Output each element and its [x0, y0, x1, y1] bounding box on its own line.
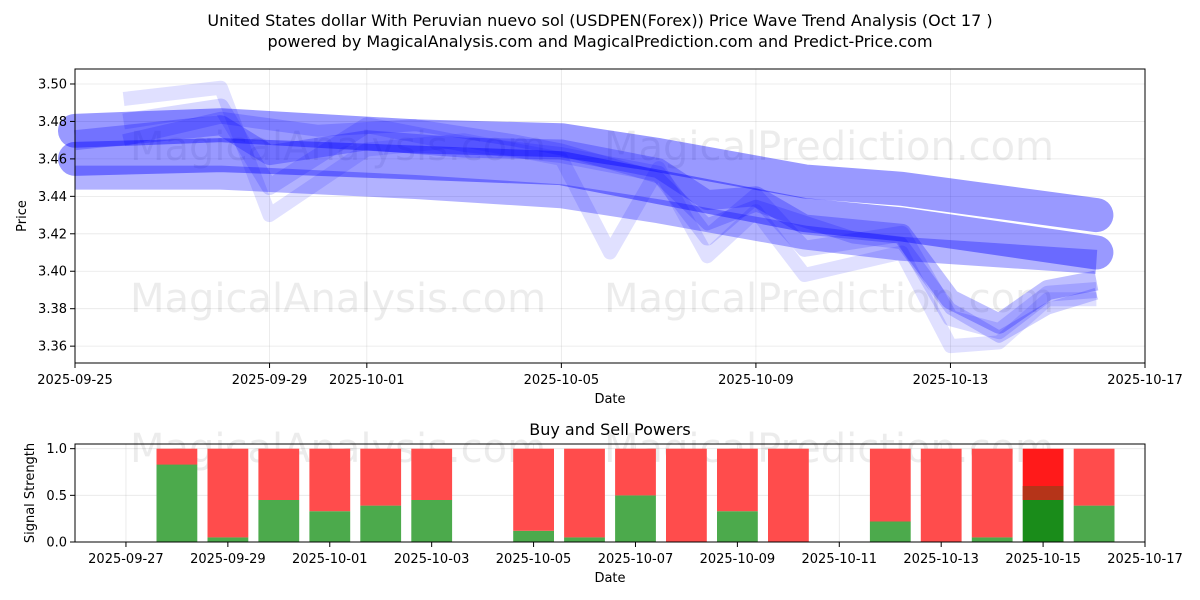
buy-power-bar — [309, 511, 351, 542]
main-title-line2: powered by MagicalAnalysis.com and Magic… — [267, 32, 932, 51]
price-x-tick-label: 2025-10-09 — [718, 373, 794, 388]
buy-power-bar — [1022, 500, 1064, 542]
buy-power-bar — [869, 521, 911, 542]
buy-power-bar — [258, 500, 300, 542]
watermark-prediction-2: MagicalPrediction.com — [604, 276, 1054, 322]
price-x-tick-label: 2025-09-25 — [37, 373, 113, 388]
power-x-ticks: 2025-09-27 2025-09-29 2025-10-01 2025-10-03… — [88, 542, 1183, 567]
sell-power-bar — [666, 448, 707, 542]
price-wave-2 — [58, 138, 1114, 270]
power-y-tick-label: 0.0 — [46, 536, 67, 551]
buy-power-bar — [156, 464, 198, 542]
power-chart: Buy and Sell Powers MagicalAnalysis.com … — [23, 420, 1183, 586]
main-title-line1: United States dollar With Peruvian nuevo… — [207, 11, 992, 30]
power-x-tick-label: 2025-10-11 — [802, 552, 878, 567]
power-y-ticks: 0.0 0.5 1.0 — [46, 442, 75, 551]
price-y-tick-label: 3.42 — [38, 227, 67, 242]
power-x-tick-label: 2025-10-05 — [496, 552, 572, 567]
price-plot-border — [74, 68, 1146, 364]
price-y-tick-label: 3.48 — [38, 115, 67, 130]
power-chart-title: Buy and Sell Powers — [529, 420, 691, 439]
watermark-prediction: MagicalPrediction.com — [604, 124, 1054, 170]
sell-power-bar — [156, 448, 198, 465]
price-y-tick-label: 3.44 — [38, 190, 67, 205]
price-y-tick-label: 3.36 — [38, 340, 67, 355]
power-x-tick-label: 2025-09-29 — [190, 552, 266, 567]
sell-power-bar — [309, 448, 351, 512]
power-y-tick-label: 1.0 — [46, 442, 67, 457]
sell-power-bar — [513, 448, 554, 531]
sell-power-bar — [1073, 448, 1115, 506]
price-y-tick-label: 3.50 — [38, 77, 67, 92]
price-x-tick-label: 2025-10-01 — [329, 373, 405, 388]
price-wave-5 — [122, 80, 1097, 354]
power-x-tick-label: 2025-10-15 — [1005, 552, 1081, 567]
power-plot-frame — [75, 444, 1145, 542]
power-y-tick-label: 0.5 — [46, 489, 67, 504]
sell-power-bar — [971, 448, 1013, 538]
price-chart: MagicalAnalysis.com MagicalPrediction.co… — [15, 68, 1183, 407]
price-grid — [74, 69, 1146, 363]
price-x-tick-label: 2025-10-17 — [1107, 373, 1183, 388]
buy-power-bar — [717, 511, 758, 542]
power-y-axis-label: Signal Strength — [23, 443, 38, 543]
price-y-axis-label: Price — [15, 200, 30, 232]
power-x-tick-label: 2025-10-13 — [903, 552, 979, 567]
buy-power-bar — [513, 530, 554, 542]
power-x-tick-label: 2025-10-07 — [598, 552, 674, 567]
watermark-analysis-2: MagicalAnalysis.com — [130, 276, 546, 322]
power-bars — [156, 448, 1115, 542]
sell-power-bar — [207, 448, 249, 538]
sell-power-bar — [717, 448, 758, 512]
power-x-tick-label: 2025-09-27 — [88, 552, 164, 567]
price-y-tick-label: 3.38 — [38, 302, 67, 317]
buy-power-bar — [360, 505, 402, 542]
price-x-ticks: 2025-09-25 2025-09-29 2025-10-01 2025-10-05… — [37, 363, 1183, 388]
price-x-tick-label: 2025-10-05 — [524, 373, 600, 388]
price-y-tick-label: 3.40 — [38, 265, 67, 280]
buy-power-bar — [207, 537, 249, 542]
price-wave-4 — [73, 115, 1099, 334]
buy-power-bar — [1073, 505, 1115, 542]
buy-power-bar — [564, 537, 605, 542]
price-watermarks: MagicalAnalysis.com MagicalPrediction.co… — [130, 124, 1054, 322]
buy-power-bar — [615, 495, 656, 542]
price-wave-6 — [122, 98, 1098, 340]
price-wave-1 — [58, 108, 1114, 233]
sell-power-bar — [615, 448, 656, 496]
sell-power-bar — [411, 448, 453, 500]
watermark-analysis: MagicalAnalysis.com — [130, 124, 546, 170]
price-plot-frame — [75, 69, 1145, 363]
price-y-tick-label: 3.46 — [38, 152, 67, 167]
power-x-tick-label: 2025-10-17 — [1107, 552, 1183, 567]
today-overlap-band — [1022, 486, 1064, 500]
sell-power-bar — [768, 448, 809, 542]
sell-power-bar — [564, 448, 605, 538]
buy-power-bar — [411, 500, 453, 542]
buy-power-bar — [971, 537, 1013, 542]
sell-power-bar — [869, 448, 911, 522]
price-wave-3 — [75, 165, 1098, 274]
power-x-tick-label: 2025-10-09 — [700, 552, 776, 567]
price-waves — [58, 80, 1114, 354]
price-wave-7 — [122, 111, 1099, 343]
power-plot-border — [74, 443, 1146, 543]
power-x-axis-label: Date — [594, 571, 625, 586]
price-x-axis-label: Date — [594, 392, 625, 407]
sell-power-bar — [920, 448, 962, 542]
sell-power-bar — [258, 448, 300, 500]
price-y-ticks: 3.36 3.38 3.40 3.42 3.44 3.46 3.48 3.50 — [38, 77, 75, 355]
price-x-tick-label: 2025-09-29 — [232, 373, 308, 388]
power-x-tick-label: 2025-10-03 — [394, 552, 470, 567]
price-x-tick-label: 2025-10-13 — [913, 373, 989, 388]
power-x-tick-label: 2025-10-01 — [292, 552, 368, 567]
sell-power-bar — [360, 448, 402, 506]
